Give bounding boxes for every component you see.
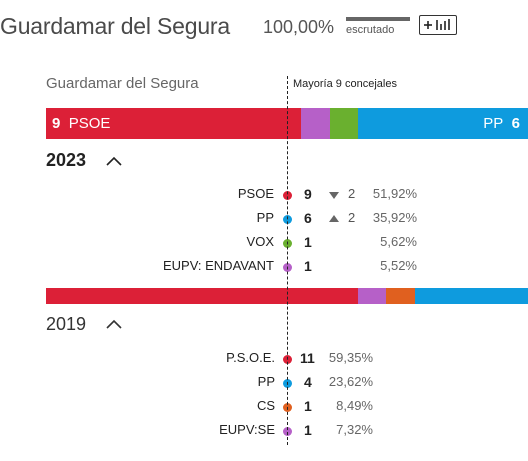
vote-percentage: 35,92%	[372, 210, 417, 225]
majority-line	[287, 76, 288, 445]
party-name: EUPV: ENDAVANT	[162, 258, 274, 273]
page-title: Guardamar del Segura	[0, 13, 230, 39]
party-seats: 9	[304, 186, 312, 202]
vote-percentage: 5,62%	[380, 234, 417, 249]
seat-segment-pp: PP 6	[357, 108, 528, 139]
seat-segment-vox	[329, 108, 358, 139]
seat-segment-cs-2019	[386, 288, 415, 304]
result-row: PP 6 2 35,92%	[0, 210, 420, 230]
seat-bar-2019	[46, 288, 528, 304]
party-name: EUPV:SE	[219, 422, 275, 437]
party-seats: 1	[304, 258, 312, 274]
year-2019-toggle[interactable]: 2019	[46, 314, 86, 335]
result-row: PSOE 9 2 51,92%	[0, 186, 420, 206]
header: Guardamar del Segura 100,00% escrutado	[0, 13, 528, 43]
seat-segment-eupv-2019	[357, 288, 387, 304]
chevron-up-icon[interactable]	[106, 156, 122, 166]
result-row: CS 1 8,49%	[0, 398, 380, 418]
year-2023-label: 2023	[46, 150, 87, 170]
scrutiny-progress-bar	[346, 17, 410, 21]
vote-percentage: 8,49%	[336, 398, 373, 413]
result-row: EUPV: ENDAVANT 1 5,52%	[0, 258, 420, 278]
seat-segment-pp-2019	[414, 288, 528, 304]
seat-change: 2	[348, 186, 356, 201]
party-name: CS	[256, 398, 275, 413]
vote-percentage: 23,62%	[328, 374, 373, 389]
chevron-up-icon[interactable]	[106, 319, 122, 329]
party-seats: 11	[300, 350, 315, 366]
party-seats: 4	[304, 374, 312, 390]
result-row: VOX 1 5,62%	[0, 234, 420, 254]
party-seats: 1	[304, 398, 312, 414]
seat-segment-eupv	[301, 108, 330, 139]
party-seats: 1	[304, 422, 312, 438]
seat-segment-psoe: 9 PSOE	[46, 108, 302, 139]
vote-percentage: 51,92%	[372, 186, 417, 201]
scrutiny-percentage: 100,00%	[263, 17, 335, 37]
year-2023-toggle[interactable]: 2023	[46, 150, 86, 171]
result-row: EUPV:SE 1 7,32%	[0, 422, 380, 442]
party-seats: 1	[304, 234, 312, 250]
party-name: PP	[257, 374, 275, 389]
vote-percentage: 5,52%	[380, 258, 417, 273]
seat-bar-2023: 9 PSOE PP 6	[46, 108, 528, 139]
result-row: PP 4 23,62%	[0, 374, 380, 394]
year-2019-label: 2019	[46, 314, 87, 334]
vote-percentage: 59,35%	[328, 350, 373, 365]
party-name: PP	[256, 210, 274, 225]
change-down-icon	[329, 192, 339, 199]
seat-segment-psoe-2019	[46, 288, 358, 304]
party-name: VOX	[246, 234, 274, 249]
scrutiny-label: escrutado	[346, 24, 395, 36]
party-name: P.S.O.E.	[226, 350, 275, 365]
party-seats: 6	[304, 210, 312, 226]
municipality-label: Guardamar del Segura	[46, 75, 199, 92]
party-name: PSOE	[237, 186, 274, 201]
result-row: P.S.O.E. 11 59,35%	[0, 350, 380, 370]
vote-percentage: 7,32%	[336, 422, 373, 437]
change-up-icon	[329, 215, 339, 222]
chart-toggle-button[interactable]	[419, 15, 457, 35]
seat-bar-left-label: 9 PSOE	[52, 115, 111, 132]
seat-change: 2	[348, 210, 356, 225]
add-chart-icon	[424, 19, 450, 30]
majority-label: Mayoría 9 concejales	[293, 78, 397, 90]
seat-bar-right-label: PP 6	[483, 115, 520, 132]
scrutiny-progress-fill	[346, 17, 410, 21]
